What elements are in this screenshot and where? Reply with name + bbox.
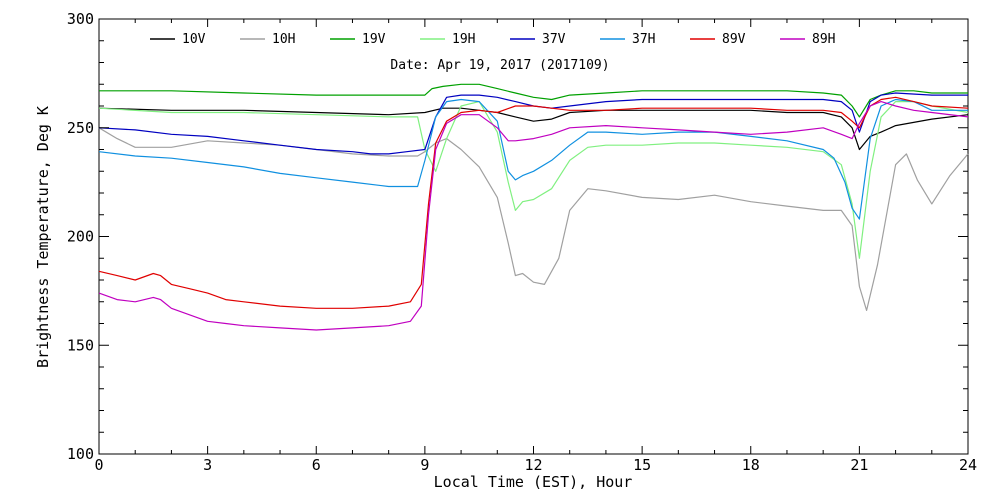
legend-label-10v: 10V (182, 32, 206, 47)
x-tick-label: 6 (312, 456, 321, 474)
chart-subtitle: Date: Apr 19, 2017 (2017109) (390, 58, 609, 73)
x-tick-label: 0 (94, 456, 103, 474)
series-line-10v (98, 107, 969, 151)
x-tick-label: 21 (850, 456, 868, 474)
legend: 10V 10H 19V 19H 37V 37H 89V 89H (150, 32, 835, 47)
plot-frame (98, 18, 969, 455)
series-line-19h (98, 100, 969, 259)
series-line-10h (98, 127, 969, 311)
ticks-layer: 0 3 6 9 12 15 18 21 24 100 150 200 250 300 (67, 10, 977, 474)
y-tick-label: 150 (67, 336, 94, 354)
legend-label-37v: 37V (542, 32, 566, 47)
legend-label-37h: 37H (632, 32, 655, 47)
legend-label-89h: 89H (812, 32, 835, 47)
legend-label-19v: 19V (362, 32, 386, 47)
y-tick-label: 200 (67, 228, 94, 246)
x-tick-label: 3 (203, 456, 212, 474)
y-tick-label: 300 (67, 10, 94, 28)
series-line-37h (98, 98, 968, 220)
y-tick-label: 250 (67, 119, 94, 137)
y-tick-label: 100 (67, 445, 94, 463)
series-line-37v (98, 92, 968, 155)
series-line-89v (98, 96, 969, 309)
x-tick-label: 15 (633, 456, 651, 474)
legend-label-19h: 19H (452, 32, 475, 47)
series-line-19v (99, 83, 968, 118)
legend-label-89v: 89V (722, 32, 746, 47)
x-tick-label: 12 (524, 456, 542, 474)
x-tick-label: 24 (959, 456, 977, 474)
series-layer (98, 83, 969, 331)
x-axis-label: Local Time (EST), Hour (434, 473, 633, 491)
series-line-89h (98, 100, 969, 331)
x-tick-label: 9 (420, 456, 429, 474)
x-tick-label: 18 (742, 456, 760, 474)
y-axis-label: Brightness Temperature, Deg K (34, 106, 52, 368)
legend-label-10h: 10H (272, 32, 295, 47)
